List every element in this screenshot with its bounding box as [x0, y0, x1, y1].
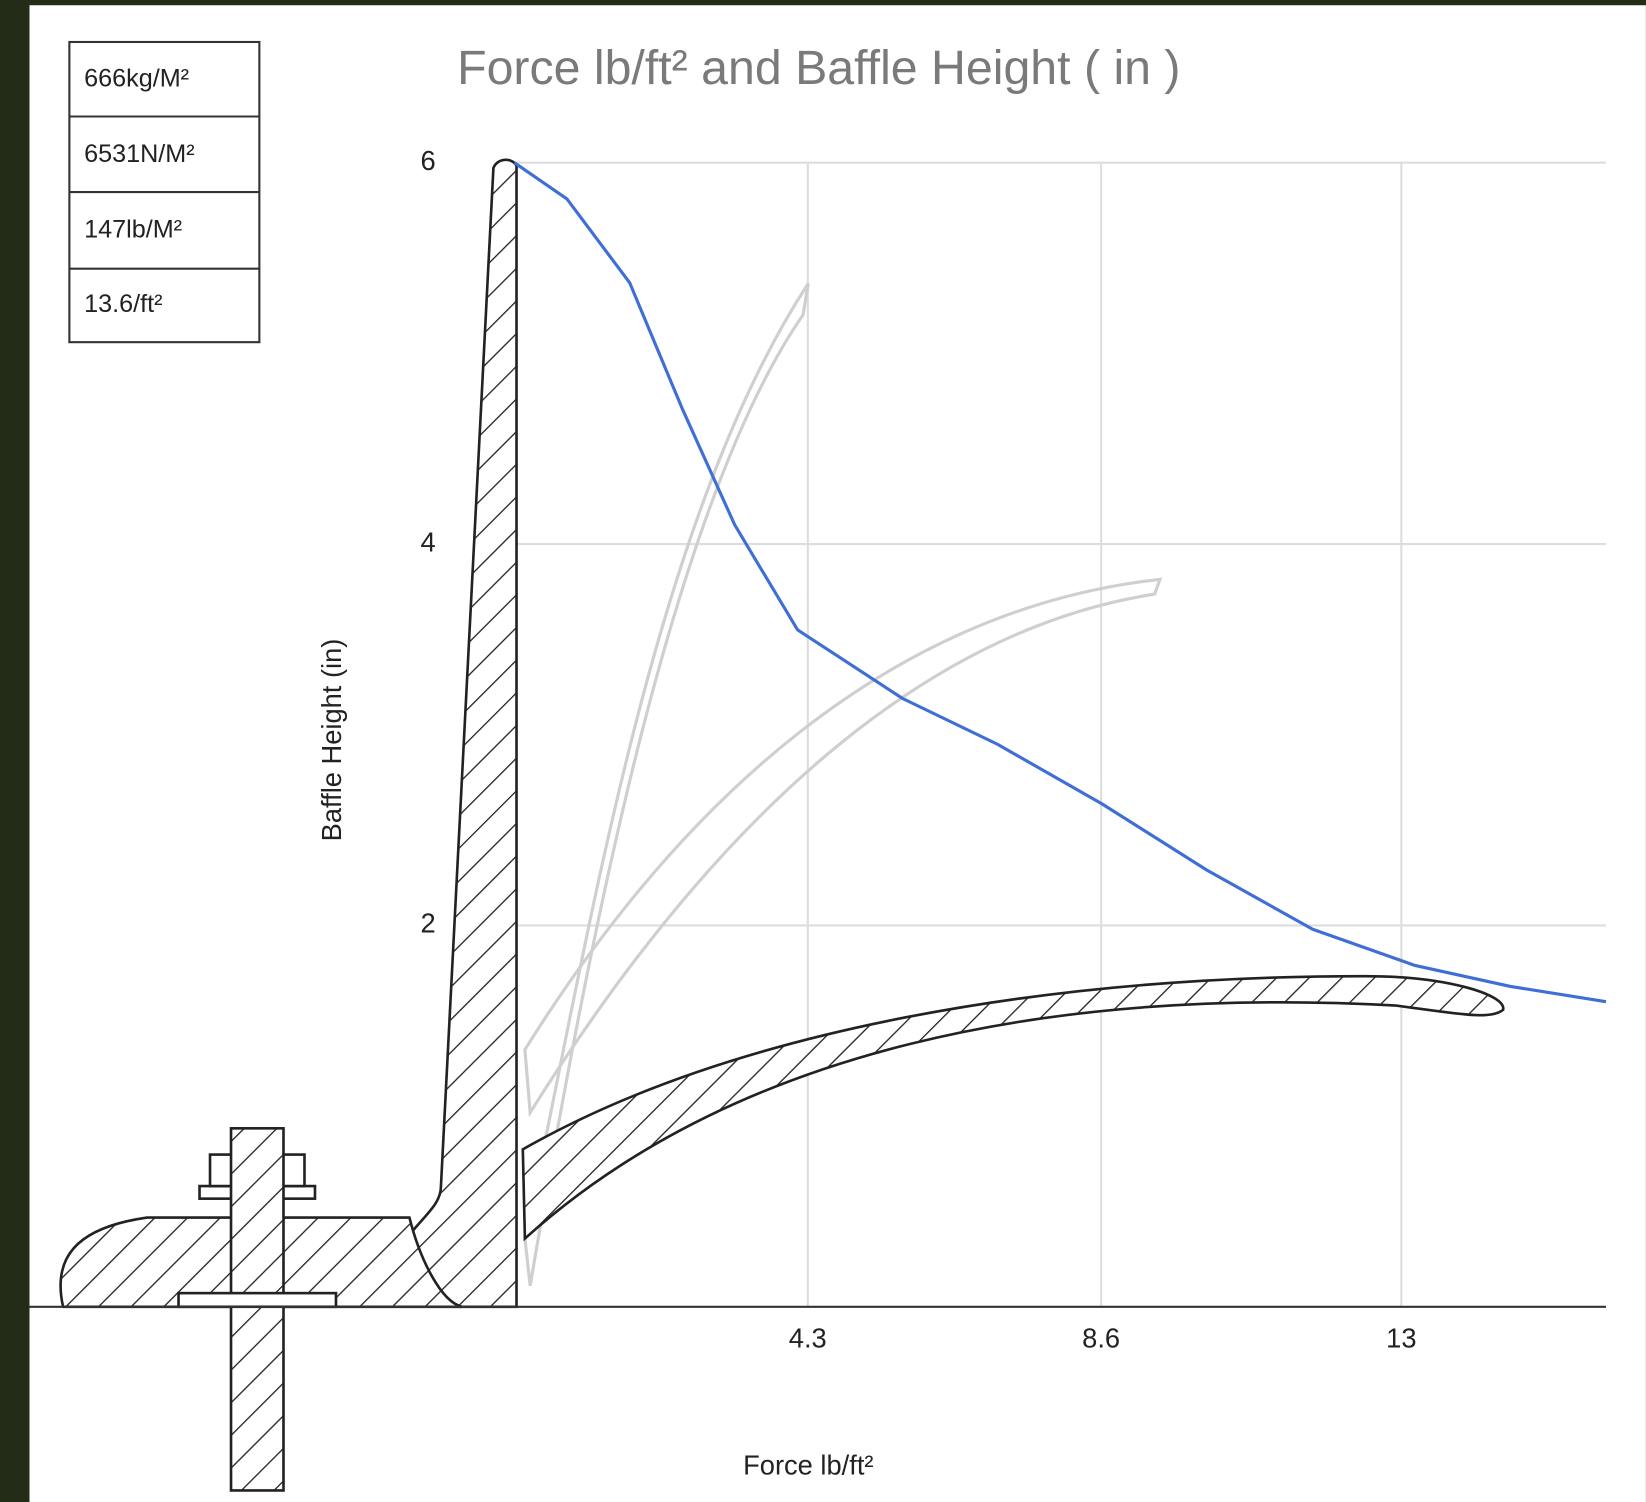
curved-baffle — [521, 974, 1505, 1242]
bolt — [229, 1127, 285, 1492]
x-tick-label: 4.3 — [789, 1323, 827, 1354]
plate — [177, 1291, 338, 1309]
y-tick-label: 2 — [421, 908, 436, 939]
table-cell: 13.6/ft² — [84, 290, 162, 318]
ghost-baffle — [523, 577, 1163, 1118]
table-cell: 6531N/M² — [84, 140, 195, 168]
y-tick-label: 4 — [421, 526, 436, 557]
table-cell: 666kg/M² — [84, 64, 189, 92]
data-line — [513, 161, 1607, 1004]
y-axis-label: Baffle Height (in) — [316, 639, 347, 842]
chart-title: Force lb/ft² and Baffle Height ( in ) — [457, 41, 1180, 95]
unit-table — [68, 40, 261, 344]
x-axis-label: Force lb/ft² — [743, 1450, 873, 1481]
y-tick-label: 6 — [421, 145, 436, 176]
ghost-baffle — [523, 282, 810, 1287]
x-tick-label: 13 — [1386, 1323, 1416, 1354]
x-tick-label: 8.6 — [1082, 1323, 1120, 1354]
table-cell: 147lb/M² — [84, 216, 182, 244]
